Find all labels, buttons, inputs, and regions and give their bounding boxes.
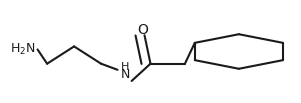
Text: O: O — [138, 23, 148, 37]
Text: H$_2$N: H$_2$N — [10, 42, 36, 57]
Text: H: H — [121, 62, 129, 72]
Text: N: N — [120, 68, 130, 81]
